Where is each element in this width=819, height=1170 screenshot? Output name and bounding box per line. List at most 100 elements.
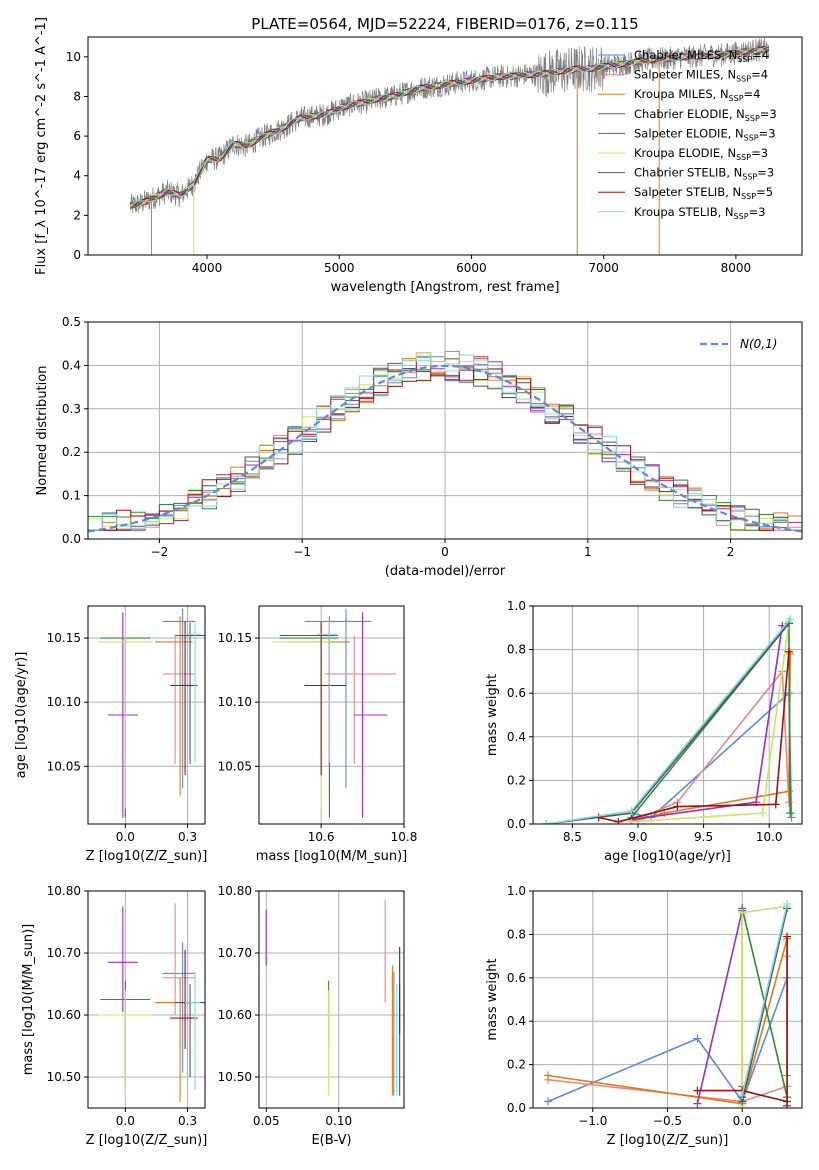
y-tick-label: 0 <box>73 248 81 262</box>
weight-point-chabrier_elodie <box>786 809 795 818</box>
weight-point-kroupa_stelib <box>783 900 792 909</box>
y-tick-label: 10.15 <box>47 631 81 645</box>
legend-label-kroupa_miles: Kroupa MILES, NSSP=4 <box>634 87 760 103</box>
weight-line-chabrier_miles <box>631 691 793 819</box>
figure-title: PLATE=0564, MJD=52224, FIBERID=0176, z=0… <box>251 15 638 33</box>
weight-line-kroupa_stelib <box>741 903 788 1096</box>
legend-value: =3 <box>759 126 776 140</box>
chart-weight_vs_Z: −1.0 −0.5 0.0 0.0 0.2 0.4 0.6 0.8 1.0 Z [log10(Z/… <box>485 884 803 1148</box>
y-axis-label: mass weight <box>485 674 500 756</box>
legend-label-kroupa_stelib: Kroupa STELIB, NSSP=3 <box>634 205 765 221</box>
y-tick-label: 0.2 <box>62 445 81 459</box>
y-axis-label: mass [log10(M/M_sun)] <box>21 924 36 1076</box>
y-tick-label: 6 <box>73 129 81 143</box>
y-tick-label: 10.05 <box>218 759 252 773</box>
y-tick-label: 0.0 <box>507 1101 526 1115</box>
weight-point-salpeter_miles <box>784 798 793 807</box>
axes-frame <box>532 605 803 825</box>
data-spectrum-line <box>129 37 770 214</box>
chart-mass_vs_ebv: 0.05 0.10 10.50 10.60 10.70 10.80 E(B-V) <box>218 884 405 1148</box>
y-tick-label: 8 <box>73 89 81 103</box>
y-tick-label: 0.0 <box>62 532 81 546</box>
y-tick-label: 10.60 <box>218 1008 252 1022</box>
y-tick-label: 10.60 <box>47 1008 81 1022</box>
y-tick-label: 0.8 <box>507 927 526 941</box>
weight-point-chabrier_miles <box>543 1097 552 1106</box>
plot-content <box>265 900 401 1096</box>
x-tick-label: −1 <box>293 545 311 559</box>
x-tick-label: 0.0 <box>116 1114 135 1128</box>
x-tick-label: −2 <box>151 545 169 559</box>
weight-point-salpeter_stelib <box>771 800 780 809</box>
x-tick-label: 0.10 <box>325 1114 352 1128</box>
legend-label-salpeter_miles: Salpeter MILES, NSSP=4 <box>634 68 768 84</box>
weight-point-salpeter_elodie <box>693 1099 702 1108</box>
legend-label-salpeter_elodie: Salpeter ELODIE, NSSP=3 <box>634 126 776 142</box>
legend-value: =4 <box>752 48 769 62</box>
plot-content <box>88 350 802 533</box>
y-axis-label: Normed distribution <box>35 366 50 496</box>
weight-point-salpeter_stelib <box>673 802 682 811</box>
chart-spectrum: 4000 5000 6000 7000 8000 0 2 4 6 8 10 wavelength [A… <box>34 17 803 295</box>
x-tick-label: 7000 <box>588 261 619 275</box>
legend-subscript: SSP <box>736 153 751 162</box>
x-axis-label: age [log10(age/yr)] <box>604 849 731 864</box>
chart-weight_vs_age: 8.5 9.0 9.5 10.0 0.0 0.2 0.4 0.6 0.8 1.0 age [log1… <box>485 599 803 864</box>
x-tick-label: 10.6 <box>308 830 335 844</box>
weight-line-chabrier_miles <box>547 977 788 1104</box>
x-tick-label: 0.0 <box>733 1114 752 1128</box>
histogram-kroupa_elodie <box>88 352 802 531</box>
x-tick-label: 8.5 <box>563 830 582 844</box>
model-line-kroupa_stelib <box>130 47 769 207</box>
x-axis-label: (data-model)/error <box>385 564 506 579</box>
y-axis-label: mass weight <box>485 958 500 1040</box>
y-tick-label: 10.15 <box>218 631 252 645</box>
legend-value: =3 <box>749 205 766 219</box>
weight-point-salpeter_stelib <box>614 817 623 824</box>
x-tick-label: 2 <box>727 545 735 559</box>
weight-point-kroupa_miles <box>784 787 793 796</box>
plot-content <box>271 608 396 818</box>
x-tick-label: −0.5 <box>653 1114 682 1128</box>
legend-value: =3 <box>757 166 774 180</box>
plot-content <box>97 903 205 1102</box>
y-tick-label: 0.2 <box>507 773 526 787</box>
y-tick-label: 0.4 <box>507 1014 526 1028</box>
legend-label-kroupa_elodie: Kroupa ELODIE, NSSP=3 <box>634 146 768 162</box>
y-tick-label: 0.2 <box>507 1058 526 1072</box>
chart-residuals: −2 −1 0 1 2 0.0 0.1 0.2 0.3 0.4 0.5 (data-model)/er… <box>35 315 803 579</box>
x-tick-label: 8000 <box>721 261 752 275</box>
x-tick-label: 10.0 <box>756 830 783 844</box>
axes-frame <box>258 605 405 825</box>
x-tick-label: 4000 <box>192 261 223 275</box>
y-tick-label: 1.0 <box>507 599 526 613</box>
legend-label-normal: N(0,1) <box>740 337 777 351</box>
x-tick-label: −1.0 <box>578 1114 607 1128</box>
legend-label-chabrier_miles: Chabrier MILES, NSSP=4 <box>634 48 769 64</box>
legend-subscript: SSP <box>737 55 752 64</box>
legend-value: =4 <box>744 87 761 101</box>
weight-point-salpeter_stelib <box>783 1101 792 1108</box>
legend-value: =4 <box>751 68 768 82</box>
y-tick-label: 2 <box>73 208 81 222</box>
weight-point-chabrier_miles <box>787 813 796 822</box>
x-tick-label: 9.5 <box>694 830 713 844</box>
y-tick-label: 0.6 <box>507 686 526 700</box>
x-tick-label: 0.05 <box>253 1114 280 1128</box>
y-tick-label: 10.50 <box>47 1070 81 1084</box>
axes-frame <box>258 890 405 1109</box>
x-axis-label: mass [log10(M/M_sun)] <box>256 849 408 864</box>
weight-point-kroupa_elodie <box>758 809 767 818</box>
axes-frame <box>87 36 803 256</box>
axes-frame <box>87 605 206 825</box>
legend-subscript: SSP <box>742 173 757 182</box>
x-tick-label: 5000 <box>324 261 355 275</box>
weight-point-salpeter_stelib <box>594 813 603 822</box>
y-tick-label: 10.80 <box>218 884 252 898</box>
x-axis-label: wavelength [Angstrom, rest frame] <box>331 280 560 295</box>
axes-frame <box>87 890 206 1109</box>
y-tick-label: 0.1 <box>62 489 81 503</box>
weight-point-salpeter_stelib <box>783 932 792 941</box>
x-tick-label: 0 <box>441 545 449 559</box>
